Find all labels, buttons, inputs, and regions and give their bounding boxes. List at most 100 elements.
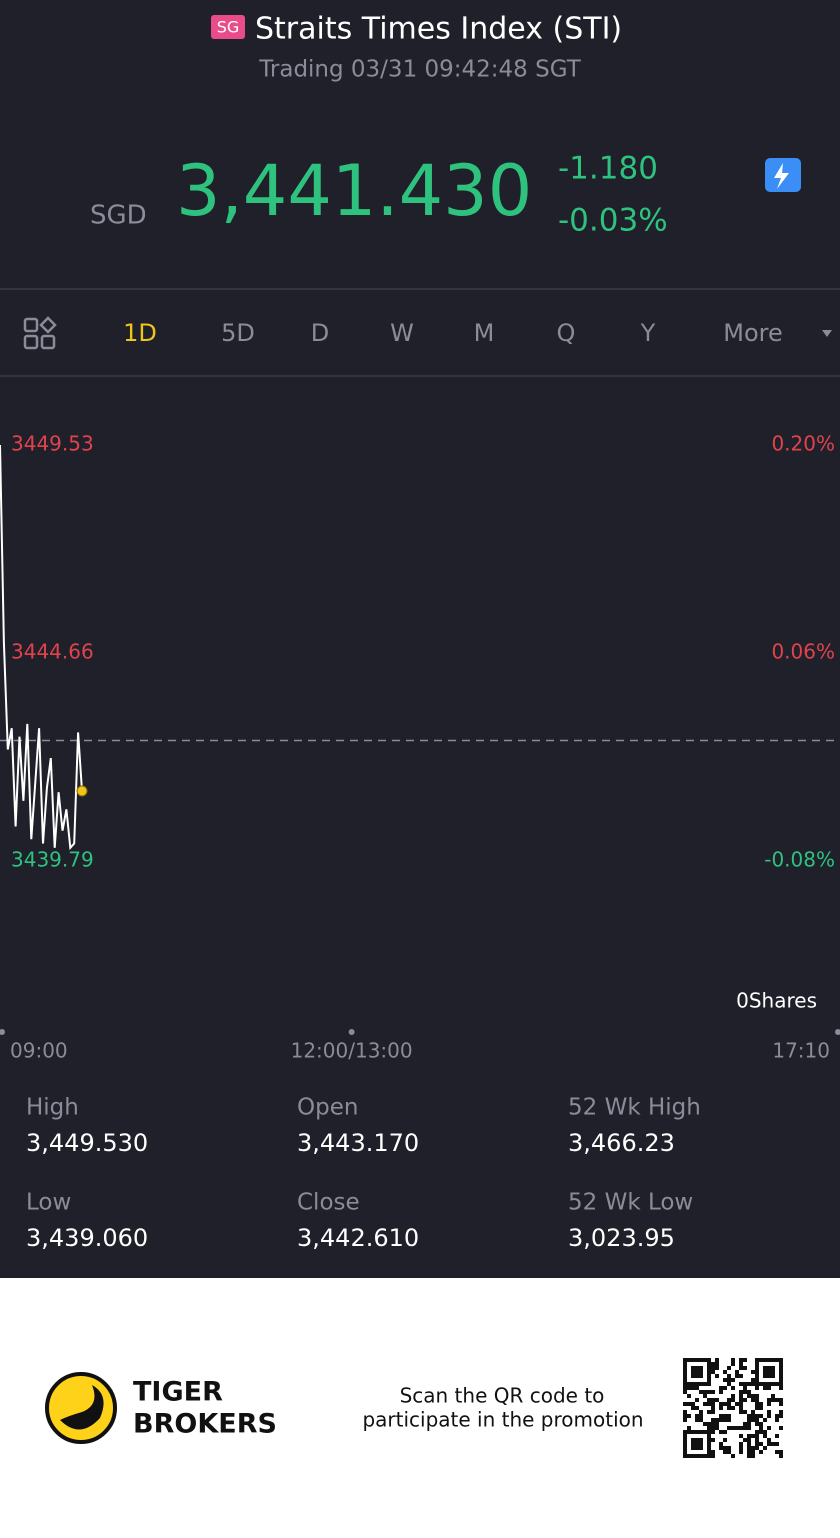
tab[interactable]: M <box>474 319 495 347</box>
qr-module <box>731 1454 735 1458</box>
qr-module <box>743 1366 747 1370</box>
qr-module <box>707 1446 711 1450</box>
qr-module <box>683 1454 687 1458</box>
qr-module <box>759 1442 763 1446</box>
qr-module <box>779 1402 783 1406</box>
qr-module <box>747 1382 751 1386</box>
qr-module <box>771 1442 775 1446</box>
qr-module <box>703 1454 707 1458</box>
qr-module <box>707 1442 711 1446</box>
qr-module <box>755 1402 759 1406</box>
qr-module <box>687 1414 691 1418</box>
qr-module <box>747 1394 751 1398</box>
qr-module <box>719 1430 723 1434</box>
qr-module <box>755 1362 759 1366</box>
stat-label: 52 Wk Low <box>568 1190 693 1216</box>
qr-module <box>715 1422 719 1426</box>
qr-module <box>767 1386 771 1390</box>
qr-module <box>767 1402 771 1406</box>
qr-module <box>743 1386 747 1390</box>
qr-module <box>695 1438 699 1442</box>
qr-module <box>699 1442 703 1446</box>
qr-module <box>723 1414 727 1418</box>
qr-module <box>695 1446 699 1450</box>
qr-module <box>763 1370 767 1374</box>
stat-value: 3,442.610 <box>297 1224 419 1252</box>
stat-label: High <box>26 1095 79 1121</box>
tab[interactable]: 5D <box>221 319 255 347</box>
layout-icon[interactable] <box>23 316 57 350</box>
change-pct: -0.03% <box>558 203 668 239</box>
qr-module <box>687 1454 691 1458</box>
qr-module <box>763 1418 767 1422</box>
qr-module <box>707 1390 711 1394</box>
qr-module <box>727 1426 731 1430</box>
qr-module <box>731 1398 735 1402</box>
qr-module <box>683 1410 687 1414</box>
qr-module <box>779 1426 783 1430</box>
qr-module <box>707 1422 711 1426</box>
qr-module <box>739 1402 743 1406</box>
qr-module <box>703 1422 707 1426</box>
qr-module <box>727 1446 731 1450</box>
tab[interactable]: D <box>311 319 329 347</box>
qr-module <box>719 1386 723 1390</box>
qr-module <box>687 1430 691 1434</box>
qr-module <box>759 1358 763 1362</box>
qr-module <box>687 1382 691 1386</box>
qr-module <box>751 1394 755 1398</box>
brand: TIGER <box>133 1377 223 1408</box>
tab[interactable]: Y <box>640 319 656 347</box>
qr-module <box>683 1402 687 1406</box>
qr-module <box>767 1398 771 1402</box>
qr-module <box>687 1426 691 1430</box>
promo-text: Scan the QR code to <box>400 1384 605 1408</box>
qr-module <box>707 1378 711 1382</box>
tab[interactable]: Q <box>557 319 576 347</box>
qr-module <box>695 1414 699 1418</box>
qr-module <box>699 1370 703 1374</box>
qr-module <box>775 1450 779 1454</box>
qr-module <box>723 1386 727 1390</box>
qr-module <box>775 1398 779 1402</box>
qr-module <box>755 1438 759 1442</box>
promo-panel <box>0 1278 840 1538</box>
qr-module <box>755 1386 759 1390</box>
badge: SG <box>217 18 240 37</box>
qr-module <box>779 1366 783 1370</box>
qr-module <box>767 1414 771 1418</box>
tab[interactable]: W <box>390 319 414 347</box>
qr-module <box>779 1386 783 1390</box>
qr-module <box>767 1374 771 1378</box>
qr-module <box>699 1366 703 1370</box>
tab[interactable]: More <box>723 319 783 347</box>
qr-module <box>751 1450 755 1454</box>
qr-module <box>691 1442 695 1446</box>
qr-module <box>695 1374 699 1378</box>
qr-module <box>739 1358 743 1362</box>
qr-module <box>755 1414 759 1418</box>
currency: SGD <box>90 201 147 231</box>
qr-module <box>739 1426 743 1430</box>
qr-module <box>759 1402 763 1406</box>
qr-module <box>747 1454 751 1458</box>
qr-module <box>739 1382 743 1386</box>
price-line <box>0 444 83 851</box>
stat-value: 3,023.95 <box>568 1224 675 1252</box>
qr-module <box>699 1382 703 1386</box>
qr-module <box>759 1430 763 1434</box>
volume-label: 0Shares <box>736 989 817 1013</box>
qr-module <box>779 1398 783 1402</box>
qr-module <box>775 1418 779 1422</box>
qr-module <box>755 1406 759 1410</box>
tab[interactable]: 1D <box>123 319 157 347</box>
qr-module <box>699 1430 703 1434</box>
qr-module <box>759 1382 763 1386</box>
qr-module <box>759 1426 763 1430</box>
qr-module <box>707 1402 711 1406</box>
qr-module <box>727 1378 731 1382</box>
stat-value: 3,449.530 <box>26 1129 148 1157</box>
qr-module <box>683 1442 687 1446</box>
qr-module <box>771 1374 775 1378</box>
qr-module <box>775 1358 779 1362</box>
